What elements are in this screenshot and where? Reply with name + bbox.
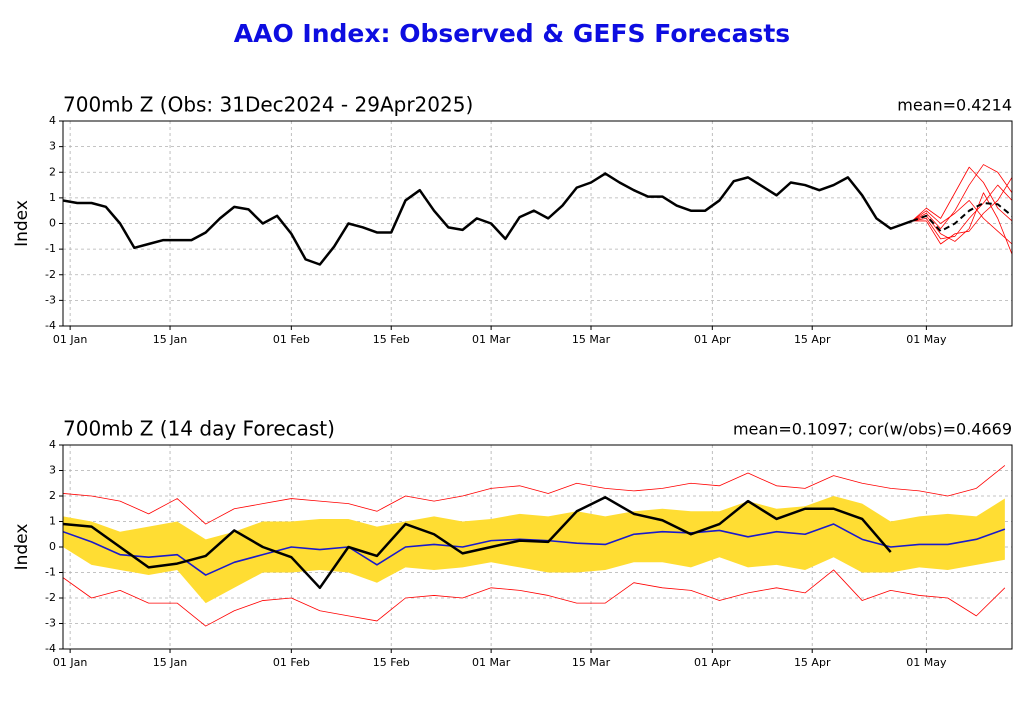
panel-annotation: mean=0.1097; cor(w/obs)=0.4669 xyxy=(733,420,1012,439)
series-line xyxy=(63,523,1006,576)
x-tick-label: 15 Jan xyxy=(153,656,187,669)
x-tick-label: 01 May xyxy=(906,656,947,669)
spread-band xyxy=(63,496,1005,604)
y-tick-label: -3 xyxy=(45,293,56,306)
x-tick-label: 15 Mar xyxy=(572,333,611,346)
panel-annotation: mean=0.4214 xyxy=(897,96,1012,115)
y-tick-label: -2 xyxy=(45,268,56,281)
x-tick-label: 15 Mar xyxy=(572,656,611,669)
x-tick-label: 01 May xyxy=(906,333,947,346)
series-line xyxy=(63,172,913,266)
y-tick-label: 3 xyxy=(49,464,56,477)
y-axis-label: Index xyxy=(12,524,32,571)
series-line xyxy=(911,202,1012,233)
y-axis-label: Index xyxy=(12,200,32,247)
x-tick-label: 01 Feb xyxy=(273,333,310,346)
axes-frame xyxy=(62,120,1013,327)
x-tick-label: 15 Apr xyxy=(794,333,831,346)
x-tick-label: 15 Jan xyxy=(153,333,187,346)
x-tick-label: 01 Jan xyxy=(53,656,87,669)
x-tick-label: 15 Feb xyxy=(373,656,410,669)
y-tick-label: 4 xyxy=(49,438,56,451)
plot-area xyxy=(63,465,1006,627)
series-line xyxy=(63,569,1006,627)
x-tick-label: 01 Mar xyxy=(472,333,511,346)
x-tick-label: 01 Jan xyxy=(53,333,87,346)
y-tick-label: 0 xyxy=(49,540,56,553)
y-tick-label: 3 xyxy=(49,140,56,153)
axes-frame xyxy=(62,444,1013,650)
series-line xyxy=(911,166,1012,222)
figure-title: AAO Index: Observed & GEFS Forecasts xyxy=(234,19,790,48)
series-line xyxy=(911,200,1012,245)
x-tick-label: 01 Apr xyxy=(694,333,731,346)
y-tick-label: 4 xyxy=(49,114,56,127)
y-tick-label: -4 xyxy=(45,642,56,655)
y-tick-label: 2 xyxy=(49,489,56,502)
y-tick-label: -3 xyxy=(45,617,56,630)
y-tick-label: 1 xyxy=(49,191,56,204)
series-line xyxy=(911,164,1012,230)
x-tick-label: 01 Apr xyxy=(694,656,731,669)
x-tick-label: 01 Feb xyxy=(273,656,310,669)
y-tick-label: -2 xyxy=(45,591,56,604)
y-tick-label: 1 xyxy=(49,515,56,528)
x-tick-label: 01 Mar xyxy=(472,656,511,669)
series-line xyxy=(912,184,1012,240)
y-tick-label: 2 xyxy=(49,165,56,178)
series-line xyxy=(63,496,892,590)
panel-title: 700mb Z (Obs: 31Dec2024 - 29Apr2025) xyxy=(63,93,473,117)
y-tick-label: -1 xyxy=(45,566,56,579)
x-tick-label: 15 Feb xyxy=(373,333,410,346)
series-line xyxy=(912,177,1012,245)
plot-area xyxy=(63,164,1012,266)
y-tick-label: -4 xyxy=(45,319,56,332)
series-line xyxy=(911,192,1012,255)
y-tick-label: 0 xyxy=(49,217,56,230)
y-tick-label: -1 xyxy=(45,242,56,255)
series-line xyxy=(63,465,1006,525)
x-tick-label: 15 Apr xyxy=(794,656,831,669)
panel-title: 700mb Z (14 day Forecast) xyxy=(63,417,335,441)
